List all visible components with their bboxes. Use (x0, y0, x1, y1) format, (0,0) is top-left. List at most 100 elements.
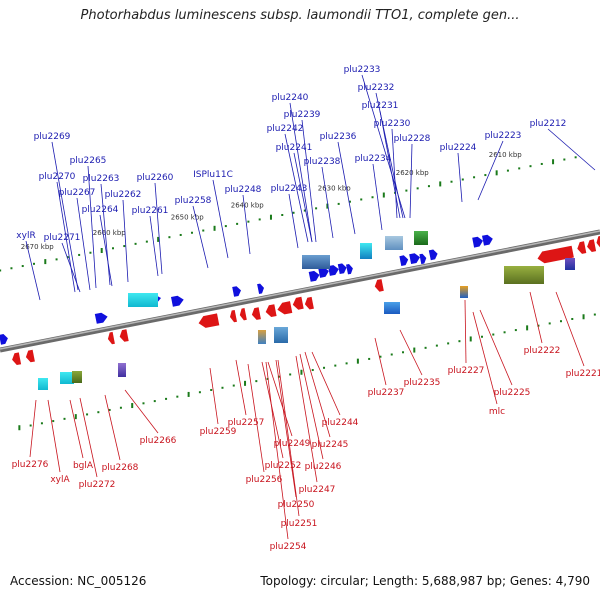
gene-label-top: plu2263 (83, 174, 120, 184)
reverse-gene-arrow (239, 308, 247, 321)
tick-mark (145, 240, 148, 243)
forward-gene-arrow (94, 312, 108, 324)
reverse-gene-arrow (12, 352, 22, 365)
leader-line (29, 399, 37, 458)
tick-mark (382, 192, 385, 198)
reverse-gene-arrow (198, 313, 220, 328)
gene-label-top: plu2264 (82, 205, 119, 215)
axis-tick-label: 2630 kbp (318, 185, 352, 193)
gene-label-top: plu2212 (530, 119, 567, 129)
feature-box (118, 363, 126, 377)
gene-label-bottom: plu2251 (281, 519, 318, 529)
gene-label-top: plu2261 (132, 206, 169, 216)
gene-label-top: plu2260 (137, 173, 174, 183)
leader-line (288, 193, 299, 249)
feature-box (384, 302, 400, 314)
leader-line (295, 355, 318, 483)
leader-line (555, 291, 585, 367)
feature-box (565, 258, 575, 270)
tick-mark (190, 231, 193, 234)
tick-mark (593, 313, 596, 316)
gene-label-top: plu2230 (374, 119, 411, 129)
leader-line (457, 152, 463, 203)
tick-mark (131, 403, 134, 409)
leader-line (79, 397, 98, 478)
tick-mark (458, 340, 461, 343)
leader-line (242, 194, 251, 255)
gene-label-top: plu2232 (358, 83, 395, 93)
tick-mark (368, 357, 371, 360)
forward-gene-arrow (308, 270, 320, 282)
feature-box-group (38, 231, 575, 390)
leader-line (379, 110, 401, 219)
leader-line (275, 359, 297, 498)
tick-mark (187, 391, 190, 397)
forward-gene-arrow (257, 283, 264, 294)
gene-label-top: plu2269 (34, 132, 71, 142)
leader-line (51, 141, 79, 291)
leader-line (99, 214, 113, 287)
leader-line-group (25, 74, 596, 540)
leader-line (265, 361, 289, 540)
tick-mark (66, 256, 69, 259)
tick-mark (514, 329, 517, 332)
tick-mark (202, 229, 205, 232)
axis-tick-label: 2660 kbp (93, 229, 127, 237)
backbone-highlight (0, 230, 600, 350)
leader-line (267, 361, 293, 437)
gene-label-bottom: plu2227 (448, 366, 485, 376)
leader-line (472, 311, 498, 405)
tick-mark (289, 373, 292, 376)
tick-mark (52, 420, 55, 423)
forward-gene-arrow (346, 264, 353, 275)
feature-box (258, 330, 266, 344)
feature-box (38, 378, 48, 390)
leader-line (409, 143, 413, 219)
feature-box (360, 243, 372, 259)
tick-mark (548, 322, 551, 325)
leader-line (154, 182, 163, 275)
tick-mark (300, 369, 303, 375)
tick-mark (89, 251, 92, 254)
tick-mark (337, 202, 340, 205)
tick-mark (360, 198, 363, 201)
tick-mark (55, 258, 58, 261)
feature-box (504, 266, 544, 284)
leader-line (311, 351, 341, 416)
gene-label-top: plu2265 (70, 156, 107, 166)
leader-line (209, 367, 219, 425)
tick-mark (495, 170, 498, 176)
tick-mark (119, 406, 122, 409)
tick-mark (435, 344, 438, 347)
leader-line (87, 165, 97, 289)
gene-label-top: plu2236 (320, 132, 357, 142)
axis-tick-label: 2620 kbp (396, 169, 430, 177)
tick-mark (356, 358, 359, 364)
tick-mark (537, 324, 540, 327)
gene-label-top: plu2228 (394, 134, 431, 144)
gene-label-bottom: plu2272 (79, 480, 116, 490)
forward-gene-arrow (409, 253, 420, 264)
gene-label-top: plu2262 (105, 190, 142, 200)
tick-mark (108, 408, 111, 411)
tick-mark (100, 248, 103, 254)
forward-gene-arrow (171, 295, 184, 307)
tick-mark (210, 388, 213, 391)
gene-label-bottom: bglA (73, 461, 94, 471)
leader-line (69, 399, 84, 459)
leader-line (149, 215, 159, 277)
forward-gene-arrow (419, 253, 427, 265)
tick-mark (232, 384, 235, 387)
gene-label-bottom: plu2268 (102, 463, 139, 473)
feature-box (72, 371, 82, 383)
forward-gene-arrow (337, 263, 347, 274)
tick-mark (303, 209, 306, 212)
gene-label-bottom: plu2244 (322, 418, 359, 428)
label-group: plu2233plu2232plu2231plu2230plu2228plu22… (12, 65, 600, 552)
leader-line (192, 205, 209, 269)
tick-mark (266, 377, 269, 380)
leader-line (100, 183, 111, 286)
axis-tick-label: 2670 kbp (21, 243, 55, 251)
tick-mark (334, 364, 337, 367)
